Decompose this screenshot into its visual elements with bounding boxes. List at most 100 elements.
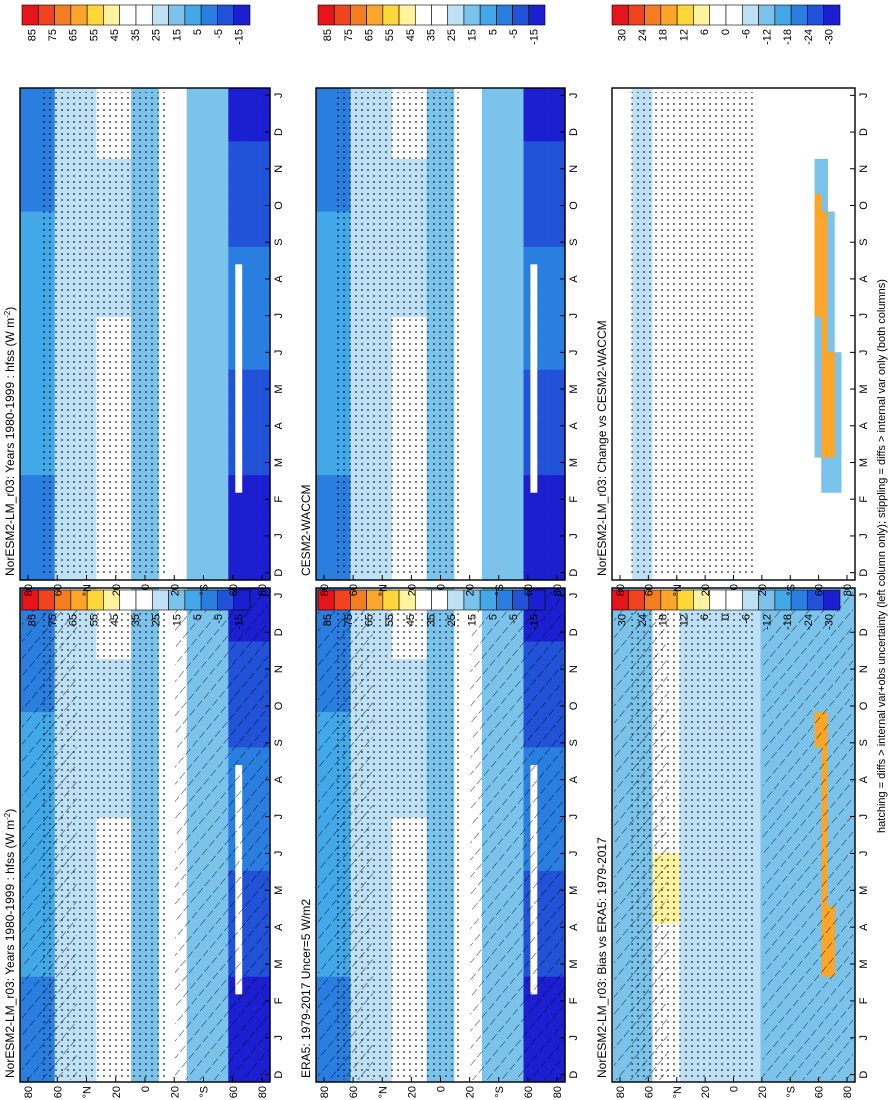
heatmap-cell (502, 509, 511, 528)
heatmap-cell (235, 562, 243, 581)
heatmap-cell (551, 123, 559, 142)
heatmap-cell (33, 140, 42, 159)
month-tick-label: A (273, 275, 285, 283)
heatmap-cell (468, 246, 476, 265)
heatmap-cell (468, 334, 476, 353)
heatmap-cell (509, 509, 518, 528)
heatmap-cell (214, 351, 222, 370)
heatmap-cell (523, 228, 532, 247)
heatmap-cell (186, 421, 195, 441)
lat-tick-label: °S (494, 1086, 506, 1098)
colorbar-label: -5 (508, 614, 520, 624)
heatmap-cell (26, 509, 35, 528)
heatmap-cell (551, 246, 559, 265)
heatmap-cell (20, 544, 28, 564)
heatmap-cell (530, 140, 538, 159)
heatmap-cell (316, 158, 324, 177)
heatmap-cell (558, 544, 566, 564)
heatmap-cell (221, 421, 229, 441)
heatmap-cell (551, 544, 559, 564)
heatmap-cell (200, 492, 209, 511)
heatmap-cell (461, 976, 469, 995)
heatmap-cell (20, 527, 28, 546)
heatmap-cell (221, 193, 229, 212)
heatmap-cell (200, 544, 209, 564)
heatmap-cell (488, 158, 497, 177)
heatmap-cell (179, 123, 188, 142)
colorbar-label: 85 (26, 29, 38, 41)
heatmap-cell (488, 123, 497, 142)
heatmap-cell (200, 193, 209, 212)
heatmap-cell (461, 421, 469, 441)
colorbar-swatch (528, 4, 546, 26)
heatmap-cell (316, 404, 324, 423)
heatmap-cell (316, 263, 324, 282)
heatmap-cell (475, 439, 483, 458)
heatmap-cell (235, 88, 243, 107)
heatmap-cell (509, 123, 518, 142)
heatmap-cell (214, 316, 222, 335)
heatmap-cell (461, 140, 469, 159)
colorbar-swatch (151, 4, 169, 26)
heatmap-cell (249, 404, 257, 423)
heatmap-cell (509, 421, 518, 441)
heatmap-cell (551, 369, 559, 388)
heatmap-cell (214, 281, 222, 300)
heatmap-cell (482, 211, 490, 230)
heatmap-cell (530, 439, 538, 458)
colorbar-label: 65 (68, 614, 80, 626)
heatmap-cell (193, 334, 202, 353)
heatmap-cell (256, 386, 264, 405)
heatmap-cell (537, 404, 545, 423)
heatmap-cell (165, 404, 174, 423)
heatmap-cell (475, 316, 483, 335)
heatmap-cell (753, 658, 762, 677)
heatmap-cell (193, 351, 202, 370)
heatmap-cell (488, 404, 497, 423)
heatmap-cell (249, 158, 257, 177)
heatmap-cell (179, 281, 188, 300)
heatmap-cell (502, 211, 511, 230)
heatmap-cell (26, 404, 35, 423)
heatmap-cell (530, 457, 538, 476)
heatmap-cell (322, 404, 331, 423)
heatmap-cell (179, 562, 188, 581)
heatmap-cell (544, 386, 552, 405)
heatmap-cell (523, 544, 532, 564)
heatmap-cell (165, 852, 174, 871)
heatmap-cell (558, 421, 566, 441)
heatmap-cell (544, 527, 552, 546)
heatmap-cell (20, 439, 28, 458)
heatmap-cell (165, 640, 174, 660)
month-tick-label: J (273, 593, 285, 599)
heatmap-cell (179, 140, 188, 159)
heatmap-cell (488, 263, 497, 282)
heatmap-cell (544, 404, 552, 423)
month-tick-label: D (273, 128, 285, 136)
heatmap-cell (495, 158, 504, 177)
month-tick-label: J (568, 313, 580, 319)
heatmap-cell (26, 474, 35, 493)
heatmap-cell (165, 923, 174, 942)
heatmap-cell (165, 976, 174, 995)
heatmap-cell (509, 386, 518, 405)
heatmap-cell (468, 123, 476, 142)
heatmap-cell (482, 193, 490, 212)
heatmap-cell (551, 193, 559, 212)
heatmap-cell (179, 211, 188, 230)
heatmap-cell (165, 817, 174, 836)
heatmap-cell (172, 228, 181, 247)
lat-tick-label: 0 (436, 1086, 448, 1092)
heatmap-cell (200, 246, 209, 265)
heatmap-cell (186, 509, 195, 528)
heatmap-cell (200, 175, 209, 195)
heatmap-cell (753, 1046, 762, 1065)
heatmap-cell (468, 386, 476, 405)
heatmap-cell (551, 474, 559, 493)
heatmap-cell (249, 105, 257, 124)
heatmap-cell (256, 158, 264, 177)
heatmap-cell (509, 439, 518, 458)
heatmap-cell (200, 316, 209, 335)
heatmap-cell (753, 940, 762, 960)
heatmap-cell (221, 544, 229, 564)
